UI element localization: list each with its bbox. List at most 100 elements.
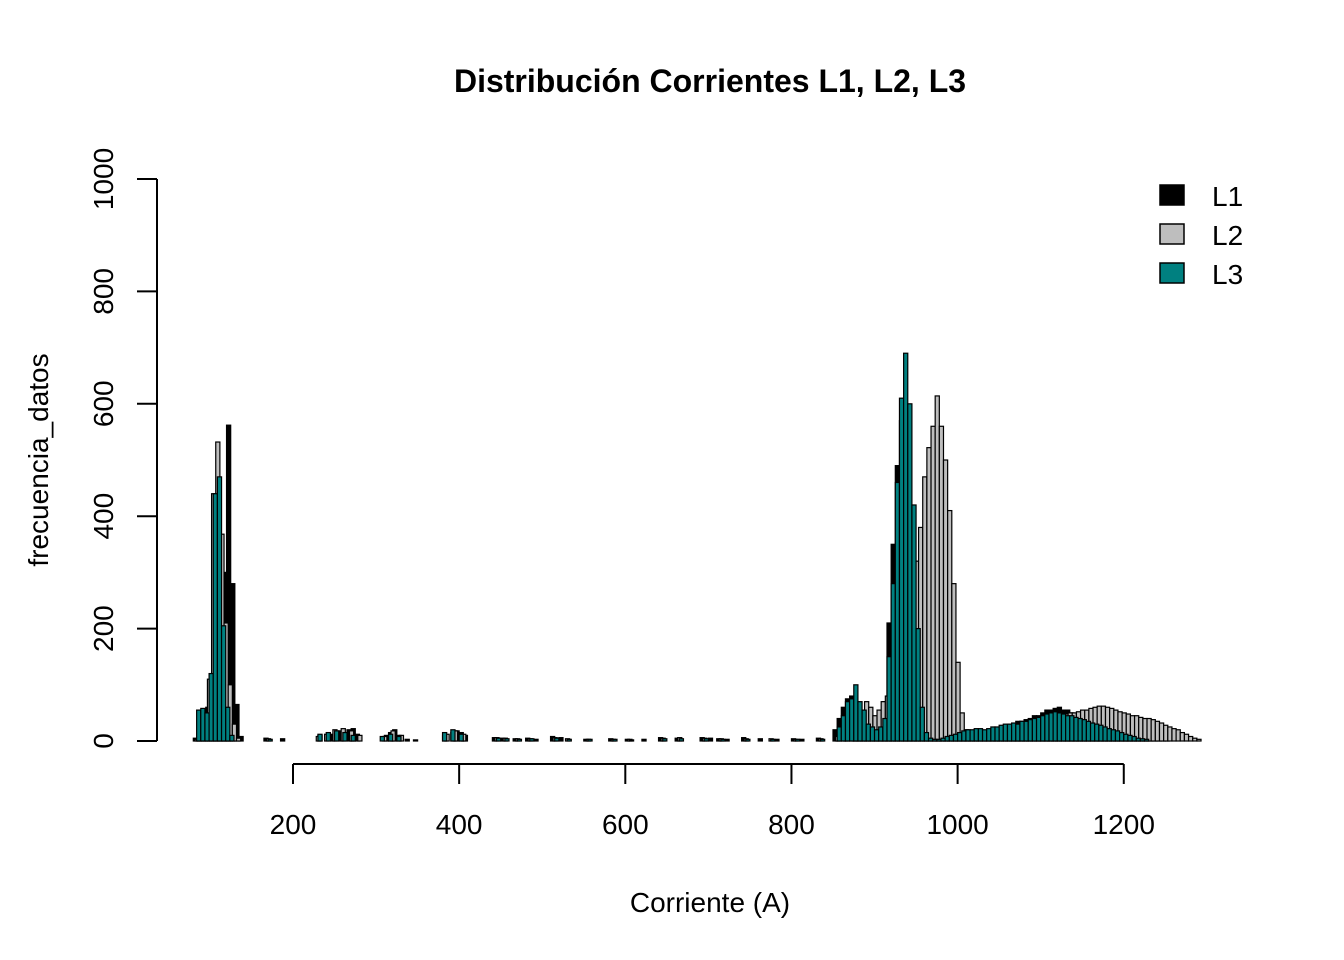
bar-l3 bbox=[965, 729, 971, 742]
bar-l2 bbox=[934, 395, 940, 742]
bar-l3 bbox=[961, 730, 967, 742]
legend-label-l3: L3 bbox=[1212, 259, 1243, 290]
bar-l3 bbox=[894, 481, 901, 742]
legend: L1 L2 L3 bbox=[1159, 181, 1243, 290]
bar-l3 bbox=[1048, 712, 1054, 742]
bar-l3 bbox=[1131, 735, 1137, 742]
bar-l3 bbox=[1065, 715, 1071, 742]
bar-l3 bbox=[1085, 720, 1092, 742]
bar-l3 bbox=[350, 734, 356, 742]
bar-l2 bbox=[1196, 738, 1202, 742]
bar-l3 bbox=[986, 728, 992, 742]
y-tick-label: 1000 bbox=[88, 148, 119, 210]
bar-l1 bbox=[404, 738, 410, 742]
bar-l3 bbox=[873, 729, 880, 742]
bar-l3 bbox=[1089, 722, 1096, 742]
bar-l3 bbox=[1102, 726, 1108, 742]
y-tick-label: 0 bbox=[88, 733, 119, 749]
bar-l2 bbox=[922, 476, 928, 742]
x-tick-label: 200 bbox=[270, 809, 317, 840]
bar-l3 bbox=[612, 738, 618, 742]
legend-label-l2: L2 bbox=[1212, 220, 1243, 251]
bar-l3 bbox=[1135, 737, 1141, 742]
bar-l3 bbox=[450, 729, 456, 742]
y-tick-label: 800 bbox=[88, 268, 119, 315]
bar-l3 bbox=[229, 734, 235, 742]
bar-l3 bbox=[861, 709, 867, 742]
bar-l3 bbox=[923, 731, 930, 742]
bar-l3 bbox=[890, 583, 896, 742]
bar-l3 bbox=[516, 738, 523, 742]
bar-l3 bbox=[678, 738, 685, 742]
x-tick-label: 1000 bbox=[926, 809, 988, 840]
bar-l3 bbox=[1027, 719, 1033, 742]
bar-l3 bbox=[204, 712, 210, 742]
bar-l2 bbox=[926, 447, 932, 742]
legend-swatch-l2 bbox=[1159, 223, 1185, 245]
bar-l3 bbox=[1011, 722, 1017, 742]
bar-l3 bbox=[1106, 728, 1112, 742]
bar-l2 bbox=[1158, 722, 1165, 742]
bar-l3 bbox=[587, 738, 593, 742]
chart-title: Distribución Corrientes L1, L2, L3 bbox=[454, 63, 966, 99]
bar-l3 bbox=[333, 730, 340, 742]
y-tick-label: 200 bbox=[88, 605, 119, 652]
bar-l3 bbox=[936, 738, 942, 742]
bar-l3 bbox=[1035, 716, 1042, 742]
bar-l3 bbox=[998, 724, 1004, 742]
bar-l3 bbox=[1081, 719, 1087, 742]
bar-l2 bbox=[938, 425, 945, 742]
bar-l3 bbox=[886, 656, 892, 742]
bar-l3 bbox=[1077, 717, 1083, 742]
bar-l3 bbox=[840, 715, 847, 742]
bar-l3 bbox=[325, 731, 331, 742]
bar-l3 bbox=[898, 397, 905, 742]
bar-l3 bbox=[927, 737, 934, 742]
bar-l3 bbox=[212, 493, 219, 742]
bar-l1 bbox=[279, 738, 286, 742]
bar-l3 bbox=[317, 733, 323, 742]
bar-l3 bbox=[795, 738, 801, 742]
bar-l3 bbox=[387, 733, 394, 742]
bar-l3 bbox=[940, 737, 946, 742]
bar-l3 bbox=[628, 739, 635, 742]
bar-l1 bbox=[724, 738, 730, 742]
bar-l3 bbox=[1040, 715, 1046, 742]
bar-l3 bbox=[504, 738, 510, 742]
bar-l2 bbox=[1150, 719, 1156, 742]
bar-l3 bbox=[1006, 723, 1013, 742]
bar-l1 bbox=[641, 738, 647, 742]
bar-l3 bbox=[703, 738, 709, 742]
bar-l1 bbox=[412, 739, 419, 742]
bar-l3 bbox=[1073, 716, 1079, 742]
bar-l3 bbox=[907, 403, 913, 742]
bar-l2 bbox=[1179, 731, 1186, 742]
bar-l3 bbox=[944, 735, 950, 742]
bar-l3 bbox=[973, 728, 979, 742]
bar-l3 bbox=[1098, 724, 1104, 742]
bar-l2 bbox=[1163, 724, 1169, 742]
bar-l3 bbox=[662, 738, 668, 742]
bar-l3 bbox=[857, 701, 863, 742]
y-tick-label: 600 bbox=[88, 380, 119, 427]
bar-l3 bbox=[220, 625, 227, 742]
x-tick-label: 400 bbox=[436, 809, 483, 840]
bar-l3 bbox=[869, 726, 876, 742]
bar-l2 bbox=[951, 583, 957, 742]
bar-l3 bbox=[952, 733, 959, 742]
x-tick-label: 1200 bbox=[1093, 809, 1155, 840]
x-axis: 200 400 600 800 1000 1200 bbox=[270, 763, 1155, 840]
bar-l3 bbox=[915, 627, 921, 742]
legend-swatch-l1 bbox=[1159, 184, 1185, 206]
bar-l3 bbox=[342, 731, 348, 742]
bar-l3 bbox=[948, 734, 955, 742]
x-axis-label: Corriente (A) bbox=[630, 887, 790, 918]
bar-l2 bbox=[1171, 728, 1177, 742]
bar-l3 bbox=[1110, 729, 1117, 742]
bar-l3 bbox=[844, 701, 851, 742]
bar-l2 bbox=[1138, 716, 1144, 742]
bar-l3 bbox=[836, 726, 842, 742]
bar-l3 bbox=[1119, 731, 1125, 742]
bar-l3 bbox=[225, 706, 231, 742]
